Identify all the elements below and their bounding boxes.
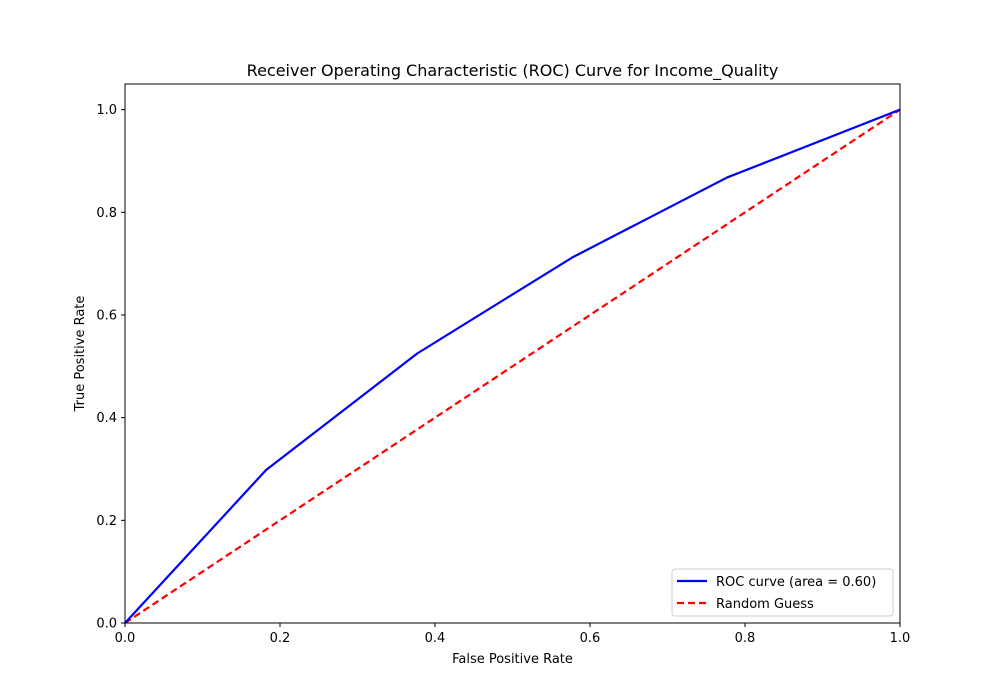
x-axis-label: False Positive Rate [452, 652, 573, 667]
legend-label-random: Random Guess [716, 597, 814, 612]
x-tick-label: 1.0 [890, 631, 911, 646]
y-tick-label: 0.0 [96, 617, 117, 632]
x-tick-label: 0.4 [425, 631, 446, 646]
y-tick-label: 0.8 [96, 206, 117, 221]
x-tick-label: 0.6 [580, 631, 601, 646]
plot-frame [124, 83, 901, 624]
legend: ROC curve (area = 0.60) Random Guess [671, 568, 894, 617]
x-tick-label: 0.0 [115, 631, 136, 646]
legend-box [671, 568, 894, 617]
x-axis-ticks: 0.0 0.2 0.4 0.6 0.8 1.0 [115, 623, 911, 646]
y-tick-label: 0.6 [96, 309, 117, 324]
plot-area [125, 84, 900, 623]
legend-label-roc: ROC curve (area = 0.60) [716, 575, 876, 590]
x-tick-label: 0.8 [735, 631, 756, 646]
y-axis-label: True Positive Rate [73, 296, 88, 413]
y-tick-label: 0.4 [96, 411, 117, 426]
chart-title: Receiver Operating Characteristic (ROC) … [247, 61, 779, 81]
y-tick-label: 0.2 [96, 514, 117, 529]
y-axis-ticks: 0.0 0.2 0.4 0.6 0.8 1.0 [96, 103, 125, 632]
random-guess-line [124, 108, 901, 624]
series-lines [124, 108, 901, 624]
x-tick-label: 0.2 [270, 631, 291, 646]
y-tick-label: 1.0 [96, 103, 117, 118]
roc-curve-line [124, 108, 901, 624]
